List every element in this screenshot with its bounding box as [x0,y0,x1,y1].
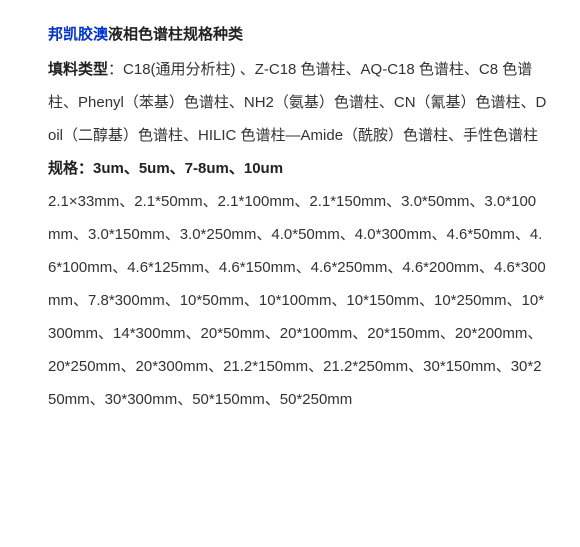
title-line: 邦凯胶澳液相色谱柱规格种类 [48,18,548,51]
filler-type-section: 填料类型：C18(通用分析柱) 、Z-C18 色谱柱、AQ-C18 色谱柱、C8… [48,53,548,152]
filler-colon: ： [108,61,123,78]
title-rest: 液相色谱柱规格种类 [108,26,243,43]
sizes-list: 2.1×33mm、2.1*50mm、2.1*100mm、2.1*150mm、3.… [48,185,548,416]
filler-label: 填料类型 [48,61,108,78]
brand-name: 邦凯胶澳 [48,26,108,43]
spec-title: 规格：3um、5um、7-8um、10um [48,152,548,185]
filler-text: C18(通用分析柱) 、Z-C18 色谱柱、AQ-C18 色谱柱、C8 色谱柱、… [48,61,546,144]
